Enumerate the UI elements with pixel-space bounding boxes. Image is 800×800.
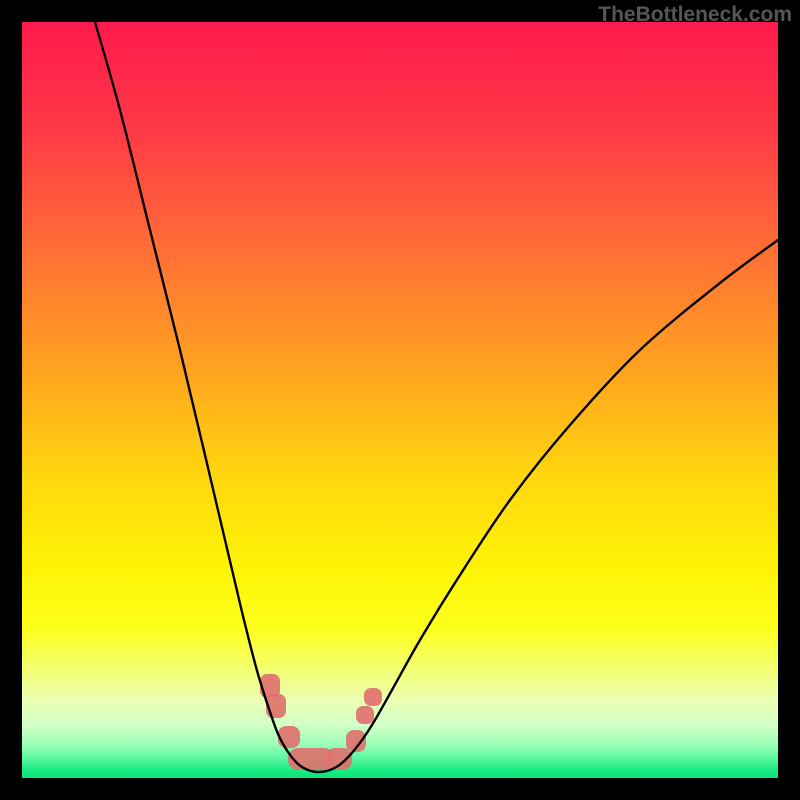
gradient-background [22, 22, 778, 778]
bottleneck-chart [0, 0, 800, 800]
watermark-text: TheBottleneck.com [598, 3, 792, 27]
marker-bead [278, 726, 300, 748]
marker-bead [364, 688, 382, 706]
marker-bead [356, 706, 374, 724]
